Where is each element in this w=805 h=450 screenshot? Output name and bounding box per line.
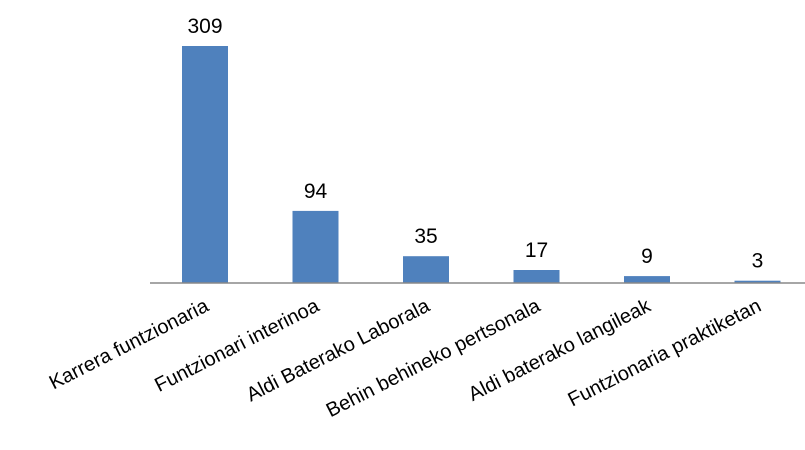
value-labels-group: 309 94 35 17 9 3 [187,15,763,273]
bar-2 [292,210,339,283]
bars-group [182,46,781,283]
value-label-4: 17 [525,239,548,262]
bar-5 [624,276,670,283]
category-label-3: Aldi Baterako Laborala [243,294,434,406]
bar-3 [403,256,449,283]
value-label-5: 9 [641,245,653,268]
category-label-6: Funtzionaria praktiketan [565,295,765,412]
category-label-4: Behin behineko pertsonala [323,294,545,422]
value-label-2: 94 [304,180,328,203]
bar-6 [734,280,781,283]
value-label-1: 309 [187,15,222,38]
bar-4 [513,270,560,283]
bar-1 [182,46,228,283]
category-label-5: Aldi baterako langileak [465,294,655,405]
value-label-6: 3 [752,250,764,273]
value-label-3: 35 [414,225,437,248]
